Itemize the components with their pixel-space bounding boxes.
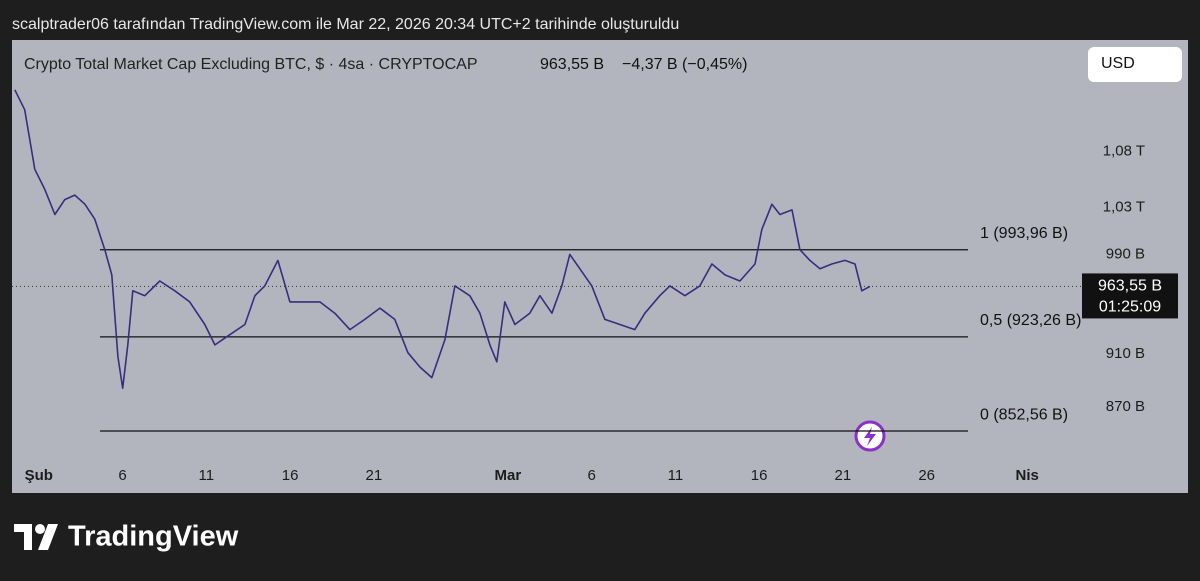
x-tick-label: Nis bbox=[1016, 467, 1039, 484]
header-change: −4,37 B (−0,45%) bbox=[622, 56, 747, 73]
currency-button[interactable] bbox=[1088, 47, 1182, 82]
header-price: 963,55 B bbox=[540, 56, 604, 73]
level-label: 0 (852,56 B) bbox=[980, 406, 1068, 423]
price-tag-box bbox=[1082, 273, 1178, 319]
y-tick-label: 1,08 T bbox=[1103, 143, 1145, 160]
brand-name: TradingView bbox=[68, 521, 239, 553]
y-tick-label: 870 B bbox=[1106, 398, 1145, 415]
x-tick-label: Şub bbox=[25, 467, 53, 484]
caption: scalptrader06 tarafından TradingView.com… bbox=[12, 16, 679, 33]
price-line bbox=[14, 89, 871, 389]
x-tick-label: 11 bbox=[668, 467, 684, 484]
x-tick-label: 16 bbox=[751, 467, 768, 484]
x-tick-label: 11 bbox=[199, 467, 215, 484]
x-tick-label: 21 bbox=[366, 467, 383, 484]
y-tick-label: 910 B bbox=[1106, 345, 1145, 362]
brand-logo bbox=[14, 524, 58, 550]
x-tick-label: 26 bbox=[918, 467, 935, 484]
x-tick-label: 16 bbox=[282, 467, 299, 484]
y-tick-label: 1,03 T bbox=[1103, 199, 1145, 216]
price-tag-label: 963,55 B bbox=[1098, 278, 1162, 295]
x-tick-label: Mar bbox=[495, 467, 522, 484]
alert-icon bbox=[854, 420, 886, 452]
countdown: 01:25:09 bbox=[1099, 299, 1161, 316]
x-tick-label: 6 bbox=[587, 467, 595, 484]
x-tick-label: 6 bbox=[118, 467, 126, 484]
currency-label: USD bbox=[1101, 55, 1135, 72]
chart-panel bbox=[12, 40, 1188, 493]
x-tick-label: 21 bbox=[835, 467, 852, 484]
chart-title: Crypto Total Market Cap Excluding BTC, $… bbox=[24, 56, 478, 73]
level-label: 1 (993,96 B) bbox=[980, 225, 1068, 242]
y-tick-label: 990 B bbox=[1106, 245, 1145, 262]
level-label: 0,5 (923,26 B) bbox=[980, 312, 1081, 329]
